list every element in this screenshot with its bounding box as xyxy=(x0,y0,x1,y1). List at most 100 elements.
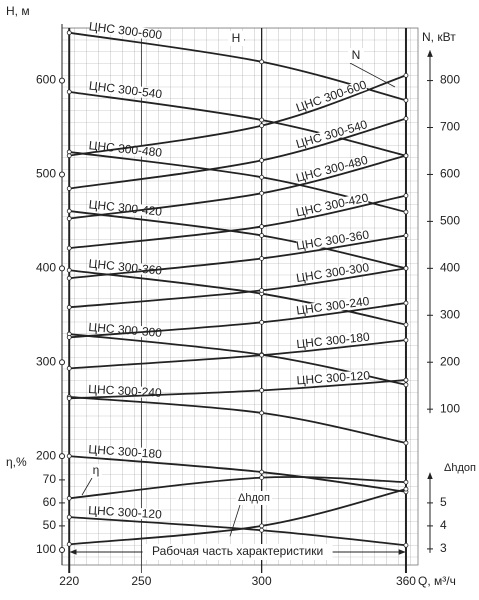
curve-point xyxy=(66,267,72,273)
curve-point xyxy=(66,304,72,310)
curve-point xyxy=(66,334,72,340)
label-bg xyxy=(88,258,162,277)
y-axis-label: H, м xyxy=(6,4,30,18)
curve-point xyxy=(66,514,72,520)
label-bg xyxy=(90,464,102,478)
leader xyxy=(229,504,241,537)
curve-point xyxy=(66,30,72,36)
label-bg xyxy=(295,192,369,219)
curve-point xyxy=(403,300,409,306)
curve-point xyxy=(66,153,72,159)
curve-point xyxy=(403,209,409,215)
curve-point xyxy=(66,186,72,191)
y2-tick-label: 800 xyxy=(440,73,460,87)
y-tick-mark xyxy=(59,546,65,553)
curve-point xyxy=(403,486,409,492)
leader xyxy=(81,477,93,496)
curve-point xyxy=(403,377,409,383)
label-bg xyxy=(296,262,370,284)
curve-point xyxy=(403,73,409,78)
y-tick-label: 100 xyxy=(36,542,56,556)
series-label: ЦНС 300-120 xyxy=(296,368,371,387)
curve-point xyxy=(403,97,409,103)
y2-tick-label: 400 xyxy=(440,261,460,275)
y4-tick-label: 4 xyxy=(440,518,447,532)
label-bg xyxy=(88,443,162,460)
curve-point xyxy=(259,256,265,261)
curve-point xyxy=(259,387,265,393)
label-bg xyxy=(296,370,370,387)
plot-grid xyxy=(61,27,419,566)
x-tick-label: 250 xyxy=(131,574,151,588)
y-tick-label: 300 xyxy=(36,354,56,368)
curve-point xyxy=(259,523,265,529)
y2-tick-label: 100 xyxy=(440,401,460,415)
y4-axis-label: Δhдоп xyxy=(444,462,476,474)
label-bg xyxy=(295,119,368,150)
curve-point xyxy=(66,541,72,547)
y-tick-mark xyxy=(59,171,65,178)
curve-point xyxy=(66,275,72,281)
label-bg xyxy=(89,21,162,41)
y-tick-label: 600 xyxy=(36,73,56,87)
label-bg xyxy=(88,199,162,218)
curve-point xyxy=(259,319,265,325)
curve-point xyxy=(259,123,265,129)
curve-point xyxy=(259,233,265,238)
label-bg xyxy=(296,229,370,252)
y4-tick-label: 5 xyxy=(440,495,447,509)
y2-tick-label: 600 xyxy=(440,167,460,181)
x-tick-label: 300 xyxy=(252,574,272,588)
curve-point xyxy=(403,479,409,485)
y-tick-label: 400 xyxy=(36,261,56,275)
label-bg xyxy=(295,154,369,184)
label-bg xyxy=(228,31,244,46)
curve-point xyxy=(403,265,409,271)
y2-tick-label: 300 xyxy=(440,307,460,321)
curve-point xyxy=(66,495,72,501)
y-tick-mark xyxy=(59,265,65,272)
x-tick-label: 220 xyxy=(59,574,79,588)
leader xyxy=(349,62,396,88)
curve-point xyxy=(403,233,409,238)
x-tick-label: 360 xyxy=(396,574,416,588)
label-bg xyxy=(348,48,364,63)
curve-point xyxy=(66,216,72,221)
curve-point xyxy=(403,193,409,198)
curve-point xyxy=(66,245,72,251)
label-bg xyxy=(142,544,333,560)
curve-point xyxy=(259,410,265,416)
label-bg xyxy=(88,321,162,339)
curve-point xyxy=(259,287,265,293)
curve-point xyxy=(403,116,409,121)
label-bg xyxy=(296,295,370,317)
curve-point xyxy=(259,475,265,481)
curve-point xyxy=(403,337,409,343)
series-label: ЦНС 300-120 xyxy=(88,503,163,521)
annotation: N xyxy=(352,48,361,62)
x-axis-label: Q, м³/ч xyxy=(418,574,456,588)
label-bg xyxy=(236,491,272,505)
y-tick-mark xyxy=(59,359,65,366)
y2-tick-label: 500 xyxy=(440,214,460,228)
annotation: Рабочая часть характеристики xyxy=(152,544,323,558)
y3-tick-label: 60 xyxy=(43,495,57,509)
curve-point xyxy=(259,157,265,163)
curve-point xyxy=(259,352,265,358)
curve-point xyxy=(66,365,72,371)
series-label: ЦНС 300-180 xyxy=(88,442,163,461)
label-bg xyxy=(89,80,162,101)
y3-tick-label: 50 xyxy=(43,518,57,532)
y-tick-label: 200 xyxy=(36,448,56,462)
curve-point xyxy=(403,322,409,328)
curve-point xyxy=(259,59,265,65)
y-tick-mark xyxy=(59,77,65,84)
label-bg xyxy=(88,140,162,159)
label-bg xyxy=(296,331,370,350)
curve-point xyxy=(66,395,72,401)
curve-point xyxy=(259,174,265,180)
y2-axis-label: N, кВт xyxy=(422,30,456,44)
curve-point xyxy=(259,224,265,229)
curve-point xyxy=(259,469,265,475)
